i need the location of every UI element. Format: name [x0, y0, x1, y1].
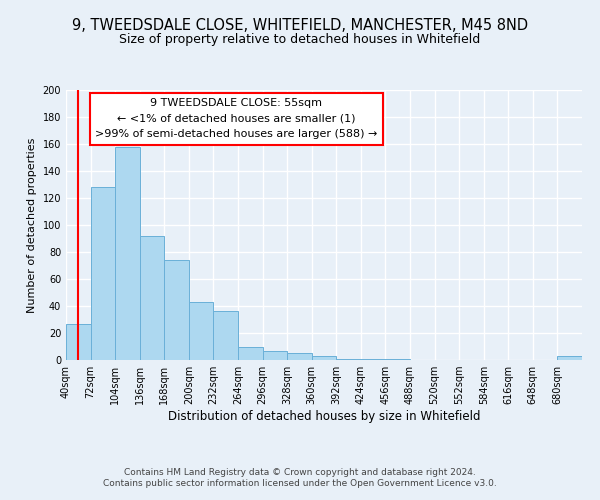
Bar [189, 302, 214, 360]
Bar [164, 260, 189, 360]
Bar [238, 346, 263, 360]
Bar [91, 187, 115, 360]
Bar [66, 324, 91, 360]
Bar [312, 356, 336, 360]
Text: Size of property relative to detached houses in Whitefield: Size of property relative to detached ho… [119, 32, 481, 46]
Bar [361, 358, 385, 360]
Text: 9, TWEEDSDALE CLOSE, WHITEFIELD, MANCHESTER, M45 8ND: 9, TWEEDSDALE CLOSE, WHITEFIELD, MANCHES… [72, 18, 528, 32]
Bar [385, 358, 410, 360]
Y-axis label: Number of detached properties: Number of detached properties [27, 138, 37, 312]
Bar [115, 146, 140, 360]
Text: 9 TWEEDSDALE CLOSE: 55sqm
← <1% of detached houses are smaller (1)
>99% of semi-: 9 TWEEDSDALE CLOSE: 55sqm ← <1% of detac… [95, 98, 377, 140]
Bar [263, 350, 287, 360]
Bar [287, 353, 312, 360]
Text: Contains HM Land Registry data © Crown copyright and database right 2024.
Contai: Contains HM Land Registry data © Crown c… [103, 468, 497, 487]
X-axis label: Distribution of detached houses by size in Whitefield: Distribution of detached houses by size … [168, 410, 480, 423]
Bar [557, 356, 582, 360]
Bar [214, 312, 238, 360]
Bar [140, 236, 164, 360]
Bar [336, 358, 361, 360]
